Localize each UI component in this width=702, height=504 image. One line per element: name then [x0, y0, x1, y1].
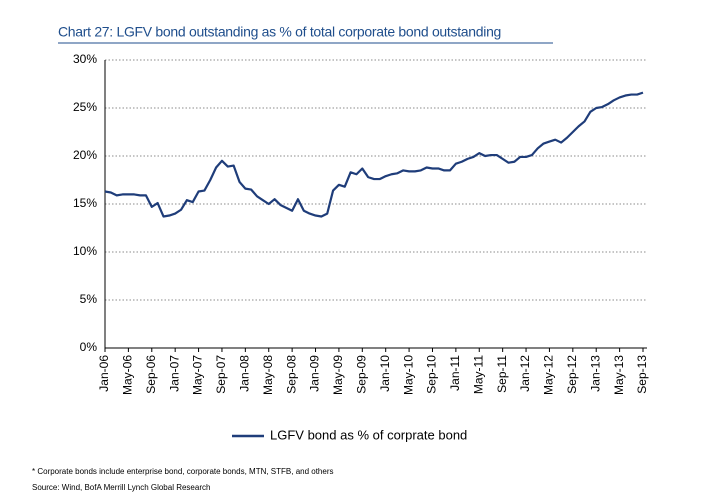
chart-title: Chart 27: LGFV bond outstanding as % of … [58, 24, 501, 40]
x-tick-label: Jan-13 [588, 355, 602, 392]
legend-label: LGFV bond as % of corprate bond [270, 427, 467, 442]
x-tick-label: May-08 [261, 355, 275, 395]
x-tick-label: Sep-09 [354, 355, 368, 394]
y-tick-label: 5% [80, 292, 98, 306]
x-tick-label: Sep-13 [635, 355, 649, 394]
x-tick-label: May-13 [612, 355, 626, 395]
y-tick-label: 15% [73, 196, 97, 210]
x-tick-label: Jan-08 [238, 355, 252, 392]
x-tick-label: Sep-11 [495, 355, 509, 393]
x-tick-label: May-06 [121, 355, 135, 395]
x-tick-label: Jan-07 [167, 355, 181, 392]
line-series [104, 91, 644, 218]
y-tick-label: 0% [80, 340, 98, 354]
x-tick-label: Sep-07 [214, 355, 228, 394]
source: Source: Wind, BofA Merrill Lynch Global … [32, 483, 210, 492]
x-tick-label: Jan-11 [448, 355, 462, 391]
x-tick-label: Sep-12 [565, 355, 579, 394]
y-tick-label: 25% [73, 100, 97, 114]
x-tick-label: May-10 [401, 355, 415, 395]
footnote: * Corporate bonds include enterprise bon… [32, 467, 334, 476]
x-tick-label: May-12 [542, 355, 556, 395]
x-tick-label: Sep-06 [144, 355, 158, 394]
y-tick-label: 10% [73, 244, 97, 258]
x-tick-label: May-11 [471, 355, 485, 394]
x-tick-label: May-07 [191, 355, 205, 395]
x-tick-label: Jan-12 [518, 355, 532, 392]
x-tick-label: Jan-06 [97, 355, 111, 392]
x-tick-label: May-09 [331, 355, 345, 395]
y-tick-label: 30% [73, 52, 97, 66]
x-tick-label: Jan-10 [378, 355, 392, 392]
x-tick-label: Sep-08 [284, 355, 298, 394]
y-tick-label: 20% [73, 148, 97, 162]
x-tick-label: Jan-09 [308, 355, 322, 392]
x-tick-label: Sep-10 [425, 355, 439, 394]
